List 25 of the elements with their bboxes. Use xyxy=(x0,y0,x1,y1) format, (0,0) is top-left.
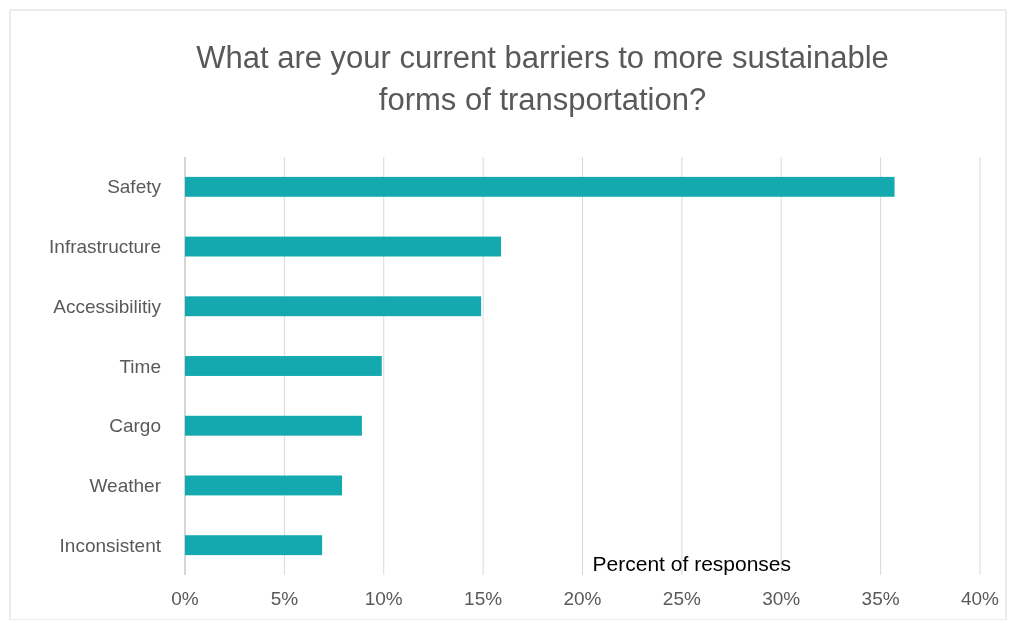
bar xyxy=(185,535,323,556)
bar xyxy=(185,356,382,376)
y-tick-label: Weather xyxy=(89,474,162,496)
x-tick-label: 35% xyxy=(861,588,900,609)
bar xyxy=(185,296,482,317)
bar xyxy=(185,415,362,436)
y-tick-label: Inconsistent xyxy=(59,534,162,556)
x-tick-label: 25% xyxy=(662,588,701,609)
x-tick-label: 40% xyxy=(960,588,1000,609)
y-tick-label: Safety xyxy=(107,176,162,198)
y-tick-label: Time xyxy=(119,355,161,377)
x-tick-label: 30% xyxy=(762,588,801,609)
y-tick-label: Accessibilitiy xyxy=(53,295,162,317)
x-tick-label: 0% xyxy=(171,588,199,609)
x-tick-label: 5% xyxy=(270,588,299,609)
chart-title: What are your current barriers to more sustainable forms of transportation? xyxy=(196,40,889,117)
bar xyxy=(185,236,502,257)
x-axis-title: Percent of responses xyxy=(592,552,792,575)
bar xyxy=(185,176,895,197)
y-tick-label: Infrastructure xyxy=(49,236,161,258)
x-tick-label: 20% xyxy=(563,588,602,609)
y-tick-label: Cargo xyxy=(109,415,161,437)
bar xyxy=(185,475,343,496)
x-tick-label: 15% xyxy=(464,588,503,609)
x-tick-label: 10% xyxy=(364,588,403,609)
